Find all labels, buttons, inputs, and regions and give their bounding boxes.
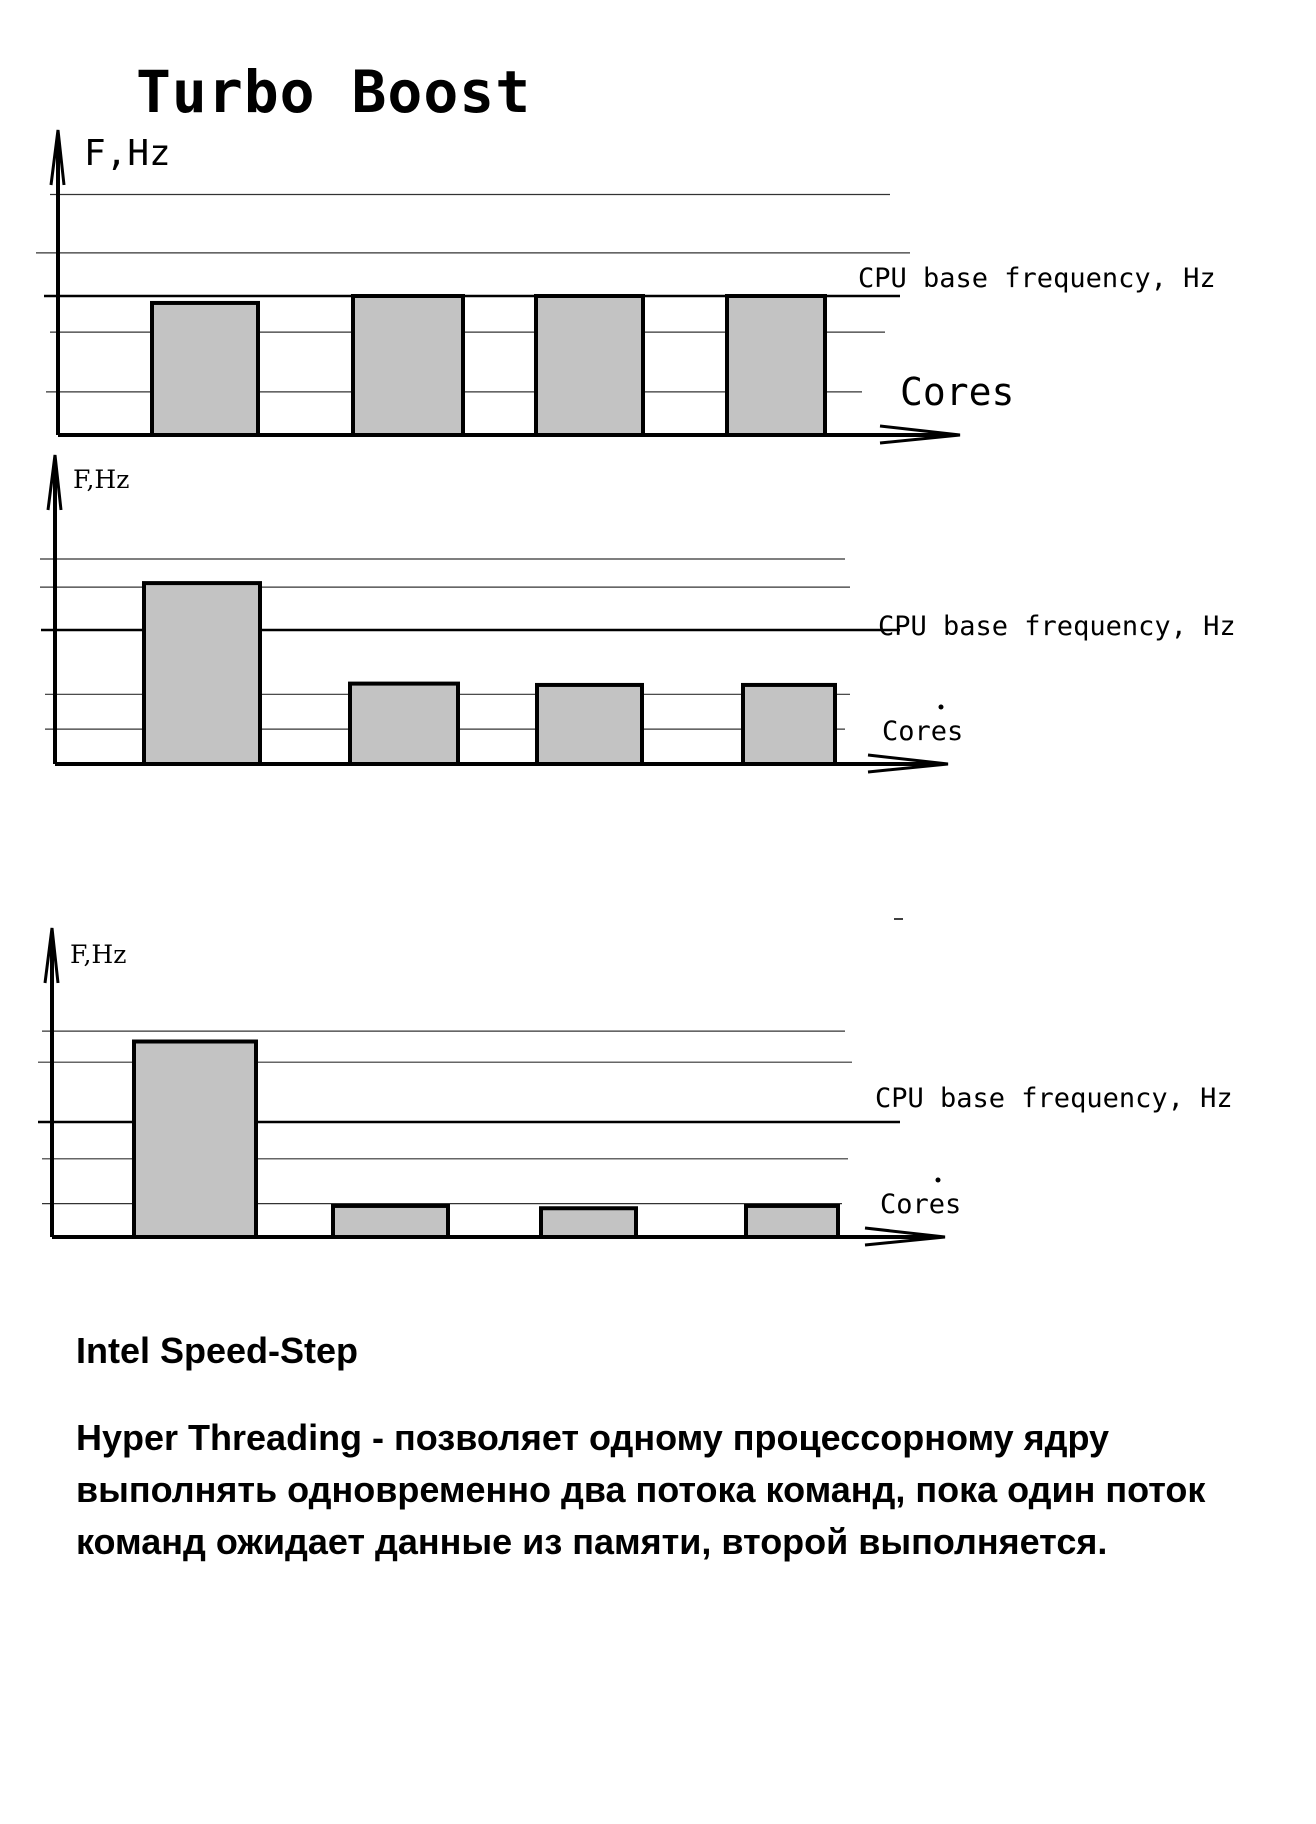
diagram-title: Turbo Boost	[136, 58, 532, 126]
x-axis-arrowhead	[879, 424, 961, 445]
y-axis-label: F,Hz	[84, 133, 171, 174]
core-bar-2	[348, 681, 460, 766]
hyper-threading-text: Hyper Threading - позволяет одному проце…	[76, 1417, 1206, 1562]
frequency-chart-3: F,Hz CPU base frequency, Hz Cores	[38, 927, 1233, 1247]
speed-step-text: Intel Speed-Step	[76, 1330, 359, 1371]
base-frequency-label: CPU base frequency, Hz	[858, 263, 1216, 294]
core-bar-3	[539, 1206, 638, 1239]
core-bar-1	[142, 581, 262, 766]
notes-section: Intel Speed-Step Hyper Threading - позво…	[76, 1330, 1291, 1568]
core-bar-1	[132, 1039, 258, 1239]
stray-dot	[935, 1177, 941, 1183]
core-bar-2	[351, 294, 465, 437]
core-bar-1	[150, 300, 260, 438]
x-axis-arrowhead	[864, 1226, 946, 1247]
y-axis-label: F,Hz	[73, 465, 129, 494]
x-axis-label: Cores	[880, 1189, 961, 1220]
charts-svg: F,Hz CPU base frequency, Hz Cores F,Hz CPU b…	[36, 129, 1236, 1247]
core-bar-4	[725, 294, 827, 437]
core-bar-4	[744, 1203, 840, 1239]
frequency-chart-1: F,Hz CPU base frequency, Hz Cores	[36, 129, 1216, 445]
core-bar-3	[535, 682, 644, 766]
x-axis-label: Cores	[882, 716, 963, 747]
core-bar-4	[741, 682, 837, 766]
x-axis-label: Cores	[900, 370, 1014, 414]
y-axis-arrowhead	[49, 129, 66, 186]
base-frequency-label: CPU base frequency, Hz	[878, 611, 1236, 642]
y-axis-arrowhead	[43, 927, 60, 984]
x-axis-arrowhead	[867, 753, 949, 774]
stray-dot	[938, 704, 944, 710]
core-bar-3	[534, 294, 645, 437]
core-bar-2	[331, 1203, 450, 1239]
base-frequency-label: CPU base frequency, Hz	[875, 1083, 1233, 1114]
y-axis-label: F,Hz	[70, 940, 126, 969]
y-axis-arrowhead	[46, 454, 63, 511]
frequency-chart-2: F,Hz CPU base frequency, Hz Cores	[40, 454, 1236, 774]
